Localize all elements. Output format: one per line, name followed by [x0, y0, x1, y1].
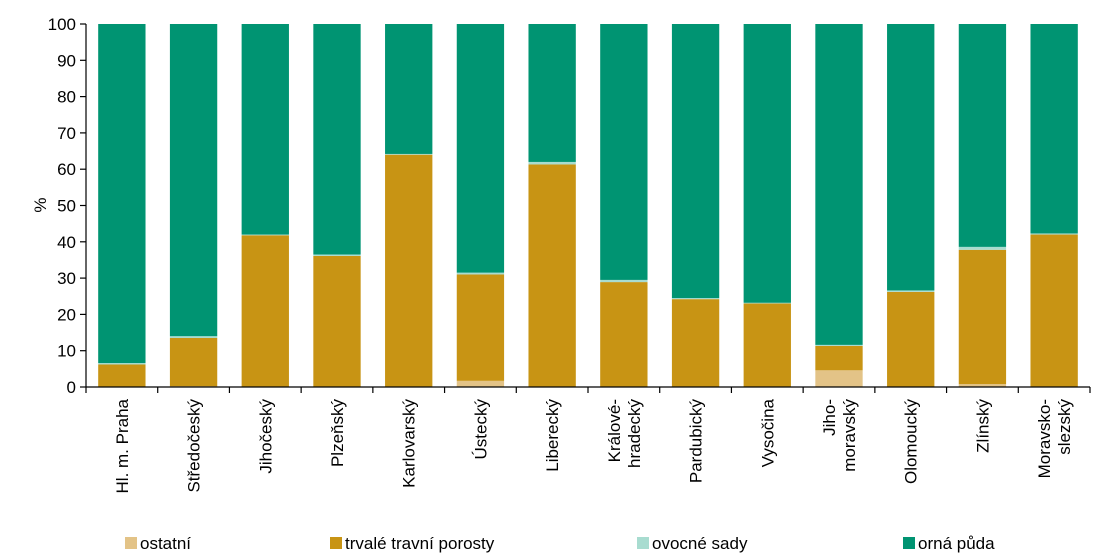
bar-segment — [313, 24, 361, 255]
y-tick-label: 80 — [57, 88, 76, 107]
bar-segment — [887, 291, 935, 387]
legend-label: trvalé travní porosty — [345, 534, 495, 553]
bar-segment — [528, 24, 576, 162]
bars-layer — [98, 24, 1078, 387]
bar-segment — [241, 234, 289, 236]
bar-segment — [385, 24, 433, 154]
bar-segment — [671, 298, 720, 300]
legend-swatch — [903, 537, 915, 549]
x-tick-label: Hl. m. Praha — [113, 398, 132, 493]
bar-segment — [743, 303, 791, 387]
bar-segment — [528, 164, 576, 387]
legend-label: ostatní — [140, 534, 191, 553]
bar-segment — [743, 302, 791, 304]
y-tick-label: 30 — [57, 269, 76, 288]
y-tick-label: 40 — [57, 233, 76, 252]
y-axis: 0 10 20 30 40 50 60 70 80 90 100 — [48, 15, 87, 397]
x-axis: Hl. m. Praha Středočeský Jihočeský Plzeňský… — [85, 386, 1091, 493]
bar-segment — [887, 24, 935, 291]
x-tick-label: Olomoucký — [902, 399, 921, 485]
y-axis-label: % — [31, 197, 50, 212]
bar-segment — [600, 24, 648, 280]
x-tick-label: Vysočina — [758, 398, 777, 467]
bar-segment — [98, 364, 146, 387]
legend-swatch — [125, 537, 137, 549]
x-tick-label: Středočeský — [185, 399, 204, 493]
x-tick-label: Karlovarský — [400, 399, 419, 488]
bar-segment — [671, 299, 720, 387]
bar-segment — [169, 24, 218, 337]
bar-segment — [98, 24, 146, 364]
bar-segment — [815, 344, 863, 346]
x-tick-label: Pardubický — [687, 399, 706, 484]
y-tick-label: 60 — [57, 160, 76, 179]
bar-segment — [98, 363, 146, 365]
x-tick-label: Ústecký — [471, 399, 490, 460]
bar-segment — [456, 272, 505, 275]
bar-segment — [600, 279, 648, 283]
legend-label: orná půda — [918, 534, 995, 553]
bar-segment — [169, 336, 218, 338]
bar-segment — [1030, 234, 1078, 387]
bar-segment — [671, 24, 720, 299]
x-tick-label: Jiho-moravský — [820, 399, 859, 472]
bar-segment — [1030, 24, 1078, 234]
bar-segment — [456, 274, 505, 381]
x-tick-label: Plzeňský — [328, 399, 347, 468]
bar-segment — [385, 154, 433, 387]
legend: ostatní trvalé travní porosty ovocné sady o… — [125, 534, 995, 553]
y-tick-label: 0 — [67, 378, 76, 397]
legend-label: ovocné sady — [652, 534, 748, 553]
y-tick-label: 70 — [57, 124, 76, 143]
legend-swatch — [637, 537, 649, 549]
bar-segment — [600, 282, 648, 387]
y-tick-label: 10 — [57, 342, 76, 361]
bar-segment — [456, 380, 505, 387]
bar-segment — [385, 153, 433, 155]
x-tick-label: Moravsko-slezský — [1035, 399, 1074, 479]
x-tick-label: Jihočeský — [256, 399, 275, 474]
y-tick-label: 50 — [57, 197, 76, 216]
bar-segment — [958, 384, 1007, 387]
bar-segment — [743, 24, 791, 303]
y-tick-label: 100 — [48, 15, 76, 34]
bar-segment — [313, 255, 361, 387]
bar-segment — [958, 24, 1007, 247]
bar-segment — [169, 338, 218, 387]
bar-segment — [815, 370, 863, 387]
bar-segment — [1030, 233, 1078, 235]
bar-segment — [241, 235, 289, 387]
legend-swatch — [330, 537, 342, 549]
x-tick-label: Králové-hradecký — [605, 399, 644, 468]
bar-segment — [528, 161, 576, 165]
bar-segment — [241, 24, 289, 235]
bar-segment — [815, 24, 863, 345]
bar-segment — [456, 24, 505, 273]
x-tick-label: Liberecký — [543, 399, 562, 472]
y-tick-label: 20 — [57, 305, 76, 324]
bar-segment — [958, 249, 1007, 385]
y-tick-label: 90 — [57, 51, 76, 70]
x-tick-label: Zlínský — [973, 399, 992, 453]
bar-segment — [313, 254, 361, 256]
bar-segment — [887, 290, 935, 292]
bar-segment — [815, 345, 863, 371]
bar-segment — [958, 246, 1007, 250]
